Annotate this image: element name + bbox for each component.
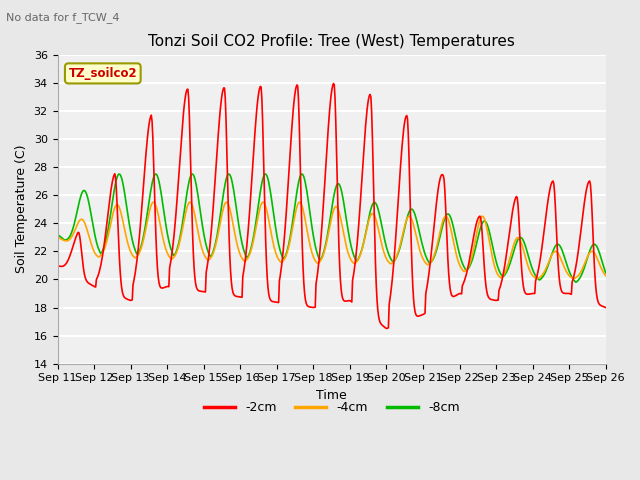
-2cm [330, 81, 337, 86]
X-axis label: Time: Time [316, 389, 347, 402]
-8cm [415, 227, 423, 233]
-8cm [115, 171, 123, 177]
-8cm [572, 279, 580, 285]
-8cm [121, 190, 129, 196]
Title: Tonzi Soil CO2 Profile: Tree (West) Temperatures: Tonzi Soil CO2 Profile: Tree (West) Temp… [148, 34, 515, 49]
-4cm [120, 223, 128, 229]
Text: TZ_soilco2: TZ_soilco2 [68, 67, 137, 80]
Y-axis label: Soil Temperature (C): Soil Temperature (C) [15, 145, 28, 274]
-2cm [205, 255, 212, 261]
-2cm [175, 162, 183, 168]
-2cm [54, 263, 61, 268]
-4cm [399, 230, 407, 236]
-4cm [602, 273, 609, 278]
-4cm [205, 257, 213, 263]
-2cm [416, 313, 424, 319]
-2cm [400, 127, 408, 132]
Text: No data for f_TCW_4: No data for f_TCW_4 [6, 12, 120, 23]
-8cm [399, 233, 407, 239]
Line: -2cm: -2cm [58, 84, 605, 328]
-2cm [602, 305, 609, 311]
-8cm [205, 252, 213, 258]
-4cm [54, 234, 61, 240]
-4cm [570, 276, 577, 281]
-4cm [63, 238, 71, 243]
-4cm [415, 244, 423, 250]
-2cm [383, 325, 391, 331]
Line: -4cm: -4cm [58, 202, 605, 278]
-8cm [63, 236, 71, 242]
-2cm [120, 294, 128, 300]
-4cm [177, 237, 184, 242]
-4cm [150, 199, 157, 205]
Legend: -2cm, -4cm, -8cm: -2cm, -4cm, -8cm [198, 396, 465, 420]
-8cm [54, 232, 61, 238]
-8cm [602, 270, 609, 276]
Line: -8cm: -8cm [58, 174, 605, 282]
-8cm [177, 233, 184, 239]
-2cm [63, 259, 71, 264]
